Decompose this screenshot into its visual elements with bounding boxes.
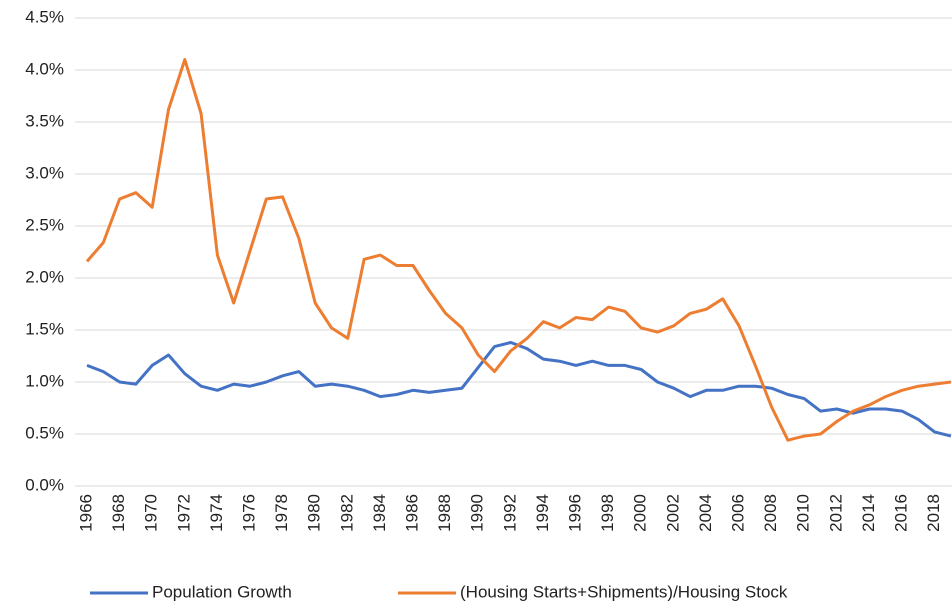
x-tick-label: 1984 — [370, 494, 389, 532]
x-tick-label: 1978 — [272, 494, 291, 532]
x-tick-label: 1966 — [76, 494, 95, 532]
x-tick-label: 2002 — [663, 494, 682, 532]
y-tick-label: 2.0% — [25, 267, 64, 286]
y-tick-label: 3.5% — [25, 111, 64, 130]
y-tick-label: 2.5% — [25, 215, 64, 234]
x-tick-label: 1972 — [174, 494, 193, 532]
x-tick-label: 2006 — [728, 494, 747, 532]
x-tick-label: 1982 — [337, 494, 356, 532]
x-tick-label: 1970 — [142, 494, 161, 532]
x-tick-label: 1976 — [239, 494, 258, 532]
x-tick-label: 2014 — [859, 494, 878, 532]
series-line — [86, 341, 952, 438]
legend-label: (Housing Starts+Shipments)/Housing Stock — [460, 582, 788, 601]
x-tick-label: 1992 — [500, 494, 519, 532]
y-tick-label: 3.0% — [25, 163, 64, 182]
x-tick-label: 2012 — [826, 494, 845, 532]
x-tick-label: 1988 — [435, 494, 454, 532]
y-tick-label: 1.0% — [25, 371, 64, 390]
x-tick-label: 1986 — [402, 494, 421, 532]
y-tick-label: 0.5% — [25, 423, 64, 442]
y-tick-label: 4.5% — [25, 7, 64, 26]
x-tick-label: 2008 — [761, 494, 780, 532]
x-tick-label: 2000 — [631, 494, 650, 532]
x-tick-label: 1998 — [598, 494, 617, 532]
x-tick-label: 2016 — [891, 494, 910, 532]
x-tick-label: 1974 — [207, 494, 226, 532]
x-tick-label: 1980 — [305, 494, 324, 532]
y-tick-label: 0.0% — [25, 475, 64, 494]
x-tick-label: 1968 — [109, 494, 128, 532]
x-tick-label: 1996 — [565, 494, 584, 532]
y-tick-label: 1.5% — [25, 319, 64, 338]
x-tick-label: 2010 — [794, 494, 813, 532]
x-tick-label: 1990 — [468, 494, 487, 532]
series-line — [85, 58, 952, 442]
x-tick-label: 1994 — [533, 494, 552, 532]
x-tick-label: 2018 — [924, 494, 943, 532]
legend-label: Population Growth — [152, 582, 292, 601]
x-tick-label: 2004 — [696, 494, 715, 532]
y-tick-label: 4.0% — [25, 59, 64, 78]
